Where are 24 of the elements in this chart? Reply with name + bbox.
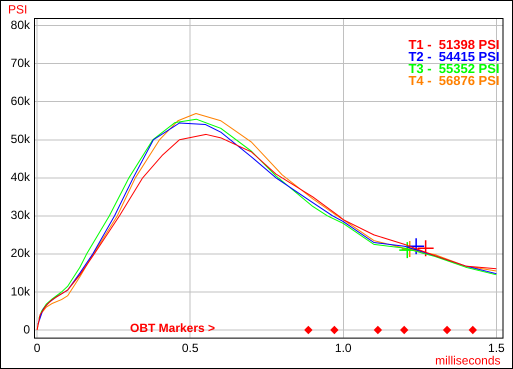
point [416, 239, 434, 257]
x-axis-title: milliseconds [435, 353, 500, 368]
x-tick-label: 1.0 [334, 341, 352, 356]
y-tick-label: 40k [10, 170, 31, 184]
y-tick-label: 70k [10, 56, 31, 70]
point [304, 326, 312, 334]
point [400, 326, 408, 334]
y-tick-label: 80k [10, 18, 31, 32]
x-tick-label: 0.5 [182, 341, 199, 356]
point [330, 326, 338, 334]
point [443, 326, 452, 334]
y-tick-label: 20k [10, 246, 31, 260]
x-tick-label: 0 [34, 341, 41, 356]
point [468, 326, 477, 334]
annotation: OBT Markers > [130, 320, 216, 335]
y-tick-label: 50k [10, 132, 31, 146]
y-tick-label: 30k [10, 208, 31, 222]
point [374, 326, 382, 334]
y-tick-label: 0 [23, 322, 30, 336]
y-axis-title: PSI [8, 2, 28, 16]
y-tick-label: 60k [10, 94, 31, 108]
point [407, 238, 425, 256]
y-tick-label: 10k [10, 284, 31, 298]
x-tick-label: 1.5 [488, 341, 506, 356]
